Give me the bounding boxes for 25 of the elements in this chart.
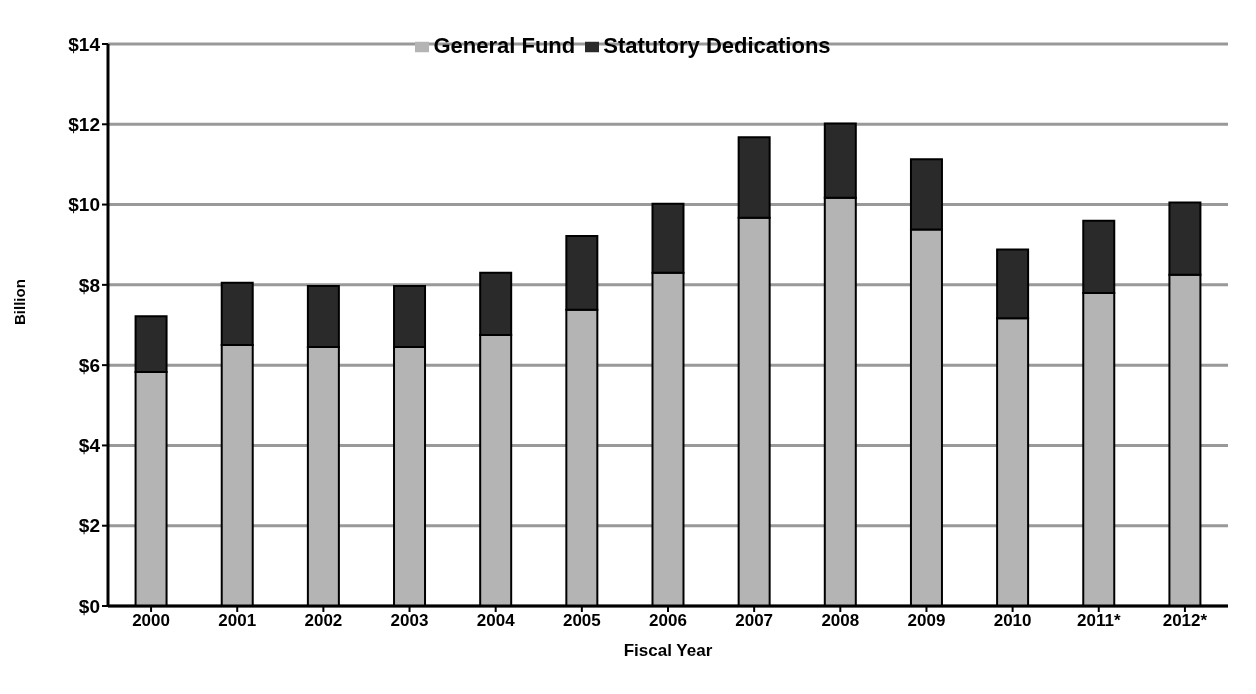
y-tick-label: $0 (78, 595, 100, 617)
y-tick-label: $2 (78, 515, 100, 537)
x-tick-label: 2009 (907, 611, 946, 631)
x-tick-label: 2001 (218, 611, 257, 631)
y-tick-label: $14 (68, 33, 101, 55)
x-tick-label: 2003 (390, 611, 429, 631)
x-tick-label: 2004 (476, 611, 516, 631)
y-tick-label: $8 (78, 274, 100, 296)
y-tick-label: $10 (68, 194, 100, 216)
y-tick-label: $12 (68, 114, 100, 136)
x-tick-label: 2002 (304, 611, 343, 631)
x-tick-label: 2012* (1162, 611, 1208, 631)
x-tick-label: 2008 (821, 611, 860, 631)
legend-label: General Fund (433, 33, 576, 58)
y-tick-label: $6 (78, 354, 100, 376)
x-tick-label: 2000 (132, 611, 170, 631)
y-axis-title: Billion (11, 279, 29, 325)
x-tick-label: 2006 (649, 611, 687, 631)
x-tick-label: 2005 (562, 611, 601, 631)
y-tick-label: $4 (78, 435, 101, 457)
x-axis-title: Fiscal Year (623, 641, 713, 660)
legend-label: Statutory Dedications (603, 33, 831, 58)
x-tick-label: 2010 (993, 611, 1032, 631)
x-tick-label: 2011* (1077, 611, 1121, 631)
x-tick-label: 2007 (735, 611, 774, 631)
